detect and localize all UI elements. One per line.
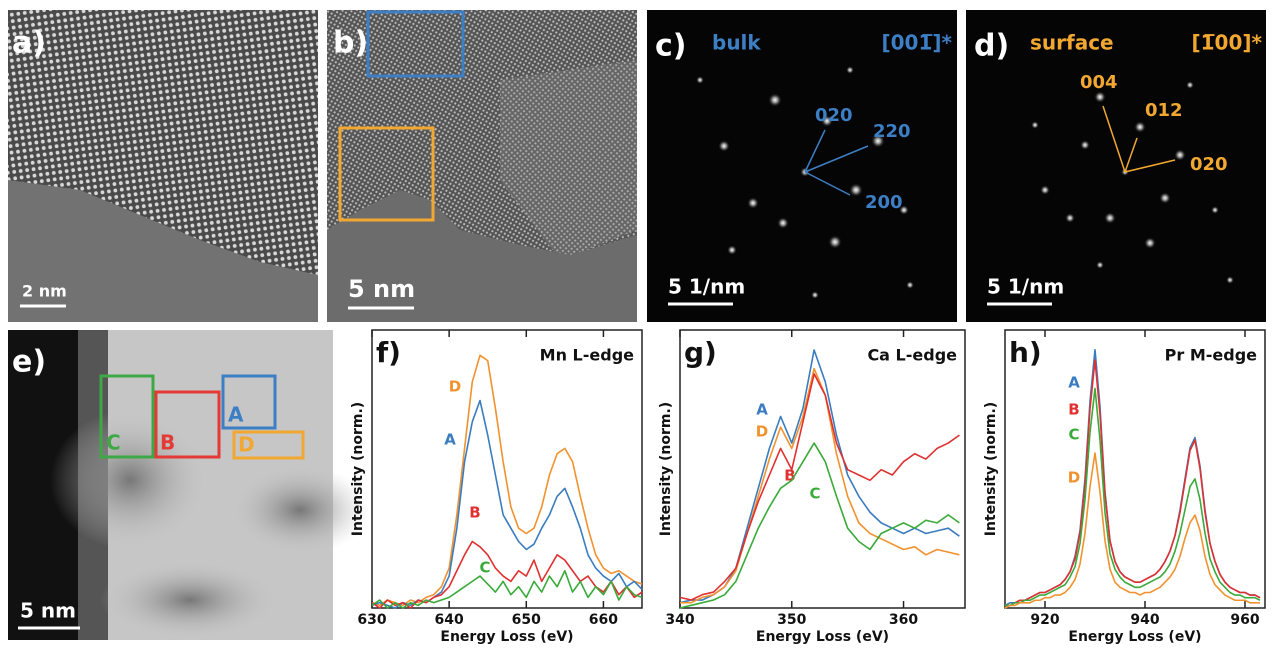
figure: a) 2 nm b) 5 nm c) bulk [001̅]* 020 220 … [0,0,1272,646]
series-label: A [756,401,768,419]
panel-label: f) [376,336,401,369]
series-label: C [809,485,820,503]
x-tick-label: 340 [665,612,694,628]
region-label: D [238,433,255,457]
scale-label: 5 nm [20,599,76,623]
panel-e: C B A D e) 5 nm [8,330,370,640]
page: {"panels": { "a": {"label": "a)", "scale… [0,0,1272,650]
series-label: A [444,431,456,449]
dark-grain [230,465,370,555]
series-label: B [1068,401,1079,419]
spot-index: 020 [1190,154,1228,175]
scale-label: 2 nm [22,282,67,301]
x-tick-label: 350 [777,612,806,628]
scale-label: 5 nm [348,275,415,303]
panel-label: a) [12,26,46,61]
panel-b: b) 5 nm [327,10,637,322]
series-label: C [479,559,490,577]
panel-label: h) [1009,336,1042,369]
spot-index: 020 [815,105,853,126]
dark-grain [100,560,280,640]
x-axis-label: Energy Loss (eV) [756,629,889,645]
x-axis-label: Energy Loss (eV) [1068,629,1201,645]
spectrum-line [680,350,959,603]
region-label: A [228,403,244,427]
series-label: B [469,504,480,522]
x-tick-label: 660 [589,612,618,628]
spectrum-line [1005,350,1260,606]
region-title: surface [1030,31,1114,55]
x-tick-label: 940 [1130,612,1159,628]
x-tick-label: 920 [1030,612,1059,628]
x-axis-label: Energy Loss (eV) [440,629,573,645]
panel-label: d) [974,29,1009,64]
dark-grain [50,410,210,550]
plot-frame [1005,330,1265,608]
x-tick-label: 650 [512,612,541,628]
spectrum-line [372,401,642,608]
spectrum-line [1005,360,1260,605]
spot-index: 004 [1080,72,1118,93]
chart-title: Pr M-edge [1165,346,1258,365]
region-label: B [160,431,175,455]
scale-label: 5 1/nm [668,275,745,299]
panel-label: e) [12,345,46,380]
series-label: D [1068,469,1080,487]
zone-axis: [1̅00]* [1192,31,1263,55]
spectrum-line [372,355,642,605]
panel-d: d) surface [1̅00]* 004 012 020 5 1/nm [966,10,1266,322]
chart-title: Ca L-edge [867,346,957,365]
region-title: bulk [712,31,761,55]
x-tick-label: 630 [357,612,386,628]
spot-index: 012 [1145,100,1183,121]
y-axis-label: Intensity (norm.) [983,402,999,536]
spot-index: 200 [865,192,903,213]
spectrum-chart: 920 940 960 ABC Dh) Pr M-edge Energy Loss (eV)… [983,330,1265,645]
x-tick-label: 960 [1230,612,1259,628]
zone-axis: [001̅]* [882,31,953,55]
spectrum-chart: 630 640 650 660 D A B Cf) Mn L-edge Energy Loss (… [350,330,642,645]
panel-label: g) [684,336,717,369]
series-label: A [1068,374,1080,392]
spectrum-line [372,571,642,608]
series-label: D [756,423,768,441]
panel-label: c) [655,29,687,64]
spectrum-line [1005,388,1260,605]
region-label: C [106,431,121,455]
y-axis-label: Intensity (norm.) [658,402,674,536]
panel-c: c) bulk [001̅]* 020 220 200 5 1/nm [647,10,957,322]
spot-index: 220 [873,121,911,142]
series-label: D [449,378,461,396]
panel-a: a) 2 nm [8,10,318,322]
panel-label: b) [333,26,368,61]
series-label: C [1068,426,1079,444]
y-axis-label: Intensity (norm.) [350,402,366,536]
x-tick-label: 360 [889,612,918,628]
scale-label: 5 1/nm [987,275,1064,299]
x-tick-label: 640 [435,612,464,628]
chart-title: Mn L-edge [540,346,634,365]
